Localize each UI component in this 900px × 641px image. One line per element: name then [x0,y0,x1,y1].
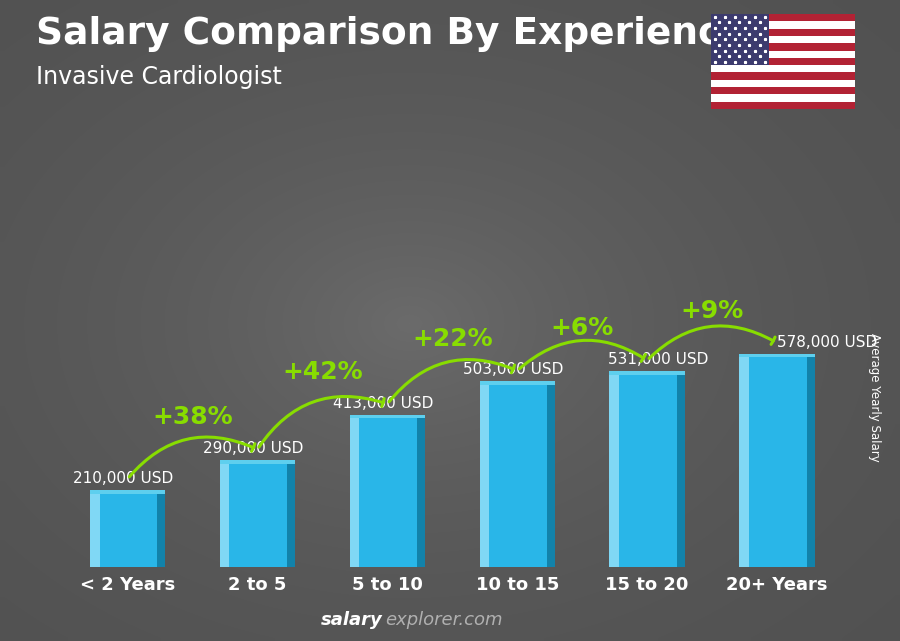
Bar [711,51,855,58]
Bar [711,79,855,87]
Bar [711,14,855,21]
Bar [740,354,814,567]
Bar [711,72,855,79]
Text: +38%: +38% [152,405,233,429]
Bar [711,87,855,94]
Text: +6%: +6% [551,316,614,340]
Bar [417,415,425,567]
Bar [480,381,555,385]
Bar [220,460,230,567]
Bar [711,44,855,51]
Bar [480,381,490,567]
Bar [158,490,165,567]
Bar [220,460,295,567]
Bar [711,58,855,65]
Text: +22%: +22% [412,327,492,351]
Bar [349,415,425,419]
Bar [609,371,685,567]
Bar [711,94,855,102]
Bar [480,381,555,567]
Bar [90,490,165,567]
Bar [711,102,855,109]
Bar [220,460,295,464]
Bar [740,354,814,358]
Text: 531,000 USD: 531,000 USD [608,352,708,367]
Bar [547,381,555,567]
Bar [609,371,685,375]
Bar [711,29,855,36]
Bar [711,36,855,44]
Bar [287,460,295,567]
Text: salary: salary [320,612,382,629]
Bar [349,415,425,567]
Bar [677,371,685,567]
Text: +42%: +42% [282,360,363,384]
Text: Average Yearly Salary: Average Yearly Salary [868,333,881,462]
Bar [90,490,165,494]
Text: 210,000 USD: 210,000 USD [73,470,173,486]
Text: 578,000 USD: 578,000 USD [777,335,878,350]
Bar [711,14,769,65]
Text: Salary Comparison By Experience: Salary Comparison By Experience [36,16,746,52]
Bar [807,354,815,567]
Text: 503,000 USD: 503,000 USD [463,363,563,378]
Bar [711,65,855,72]
Text: +9%: +9% [680,299,743,323]
Bar [740,354,749,567]
Text: 290,000 USD: 290,000 USD [202,441,303,456]
Text: 413,000 USD: 413,000 USD [333,395,433,411]
Bar [609,371,619,567]
Text: Invasive Cardiologist: Invasive Cardiologist [36,65,282,89]
Bar [90,490,100,567]
Text: explorer.com: explorer.com [385,612,503,629]
Bar [349,415,359,567]
Bar [711,21,855,29]
